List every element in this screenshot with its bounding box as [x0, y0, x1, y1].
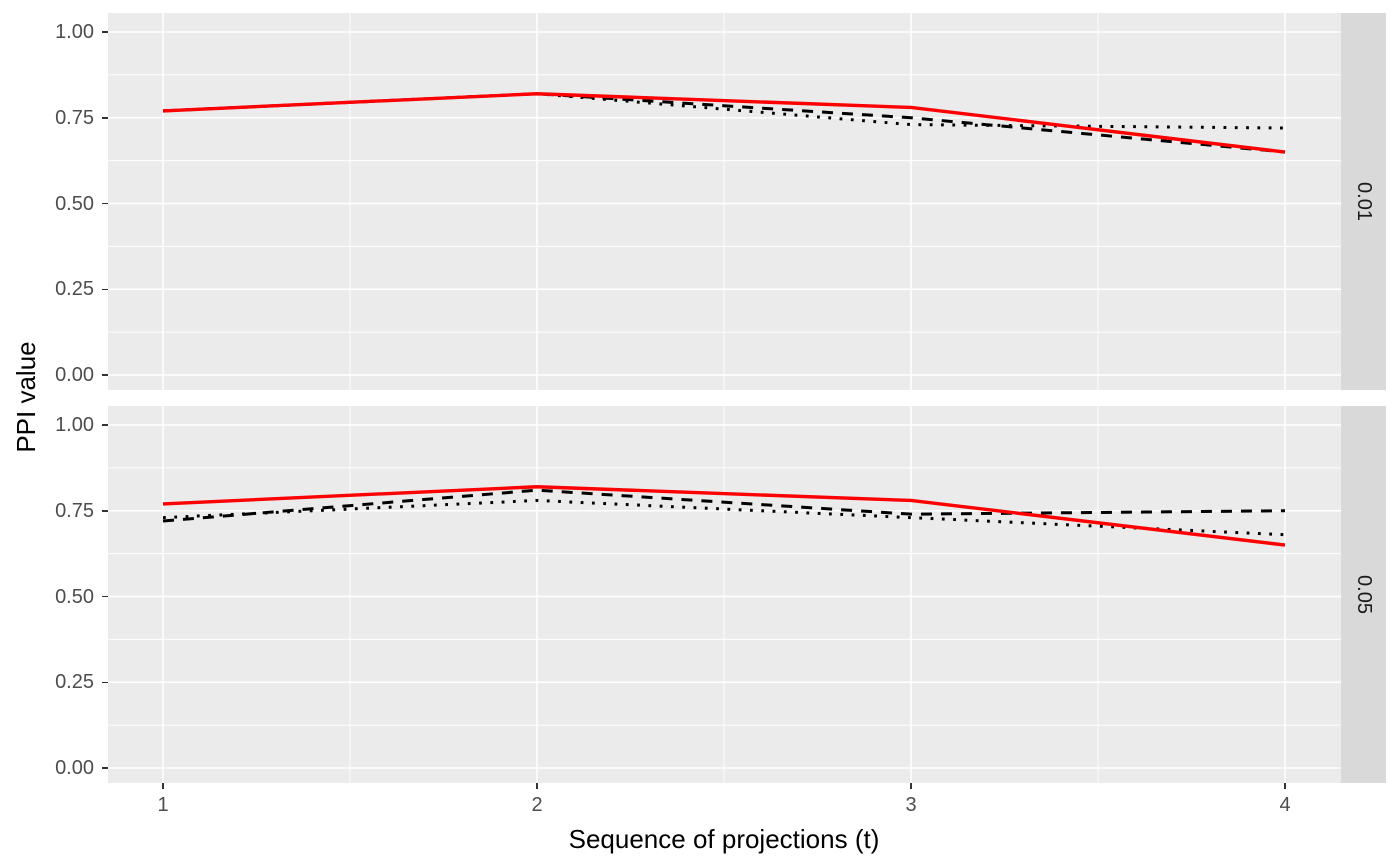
y-tick-mark — [102, 510, 108, 512]
y-tick-mark — [102, 767, 108, 769]
facet-strip-label: 0.05 — [1353, 575, 1375, 614]
series-line-solid-red — [162, 92, 1286, 154]
gridlines — [108, 13, 1341, 390]
facet-strip-label: 0.01 — [1353, 182, 1375, 221]
y-tick-label: 0.50 — [55, 585, 94, 608]
panel-plot-area — [108, 406, 1341, 783]
y-tick-label: 0.00 — [55, 364, 94, 386]
x-tick-label: 2 — [531, 794, 543, 816]
y-tick-mark — [102, 595, 108, 598]
y-tick-label: 0.25 — [55, 671, 94, 694]
y-tick-label: 0.75 — [55, 499, 94, 522]
facet-strip-bottom: 0.05 — [1341, 406, 1386, 783]
facet-panel-bottom — [108, 406, 1341, 783]
x-tick-mark — [536, 783, 538, 789]
x-tick-mark — [910, 783, 912, 789]
series-line-dashed-black — [162, 488, 1286, 523]
y-tick-mark — [102, 424, 108, 426]
y-tick-mark — [102, 117, 108, 119]
gridlines — [108, 406, 1341, 783]
x-tick-mark — [162, 783, 164, 789]
y-tick-mark — [102, 681, 108, 683]
y-tick-label: 0.50 — [55, 192, 94, 215]
series-line-solid-red — [162, 485, 1286, 547]
x-tick-label: 4 — [1279, 794, 1291, 816]
y-tick-mark — [102, 288, 108, 290]
panel-plot-area — [108, 13, 1341, 390]
y-tick-label: 0.75 — [55, 106, 94, 129]
x-tick-mark — [1284, 783, 1286, 789]
y-tick-label: 1.00 — [55, 414, 94, 436]
facet-strip-top: 0.01 — [1341, 13, 1386, 390]
y-tick-mark — [102, 374, 108, 376]
x-axis-title: Sequence of projections (t) — [568, 824, 880, 854]
facet-panel-top — [108, 13, 1341, 390]
y-tick-mark — [102, 31, 108, 33]
y-tick-mark — [102, 202, 108, 205]
y-tick-label: 0.25 — [55, 278, 94, 301]
y-tick-label: 0.00 — [55, 757, 94, 779]
x-tick-label: 1 — [157, 794, 169, 816]
x-tick-label: 3 — [905, 794, 917, 816]
y-tick-label: 1.00 — [55, 21, 94, 43]
